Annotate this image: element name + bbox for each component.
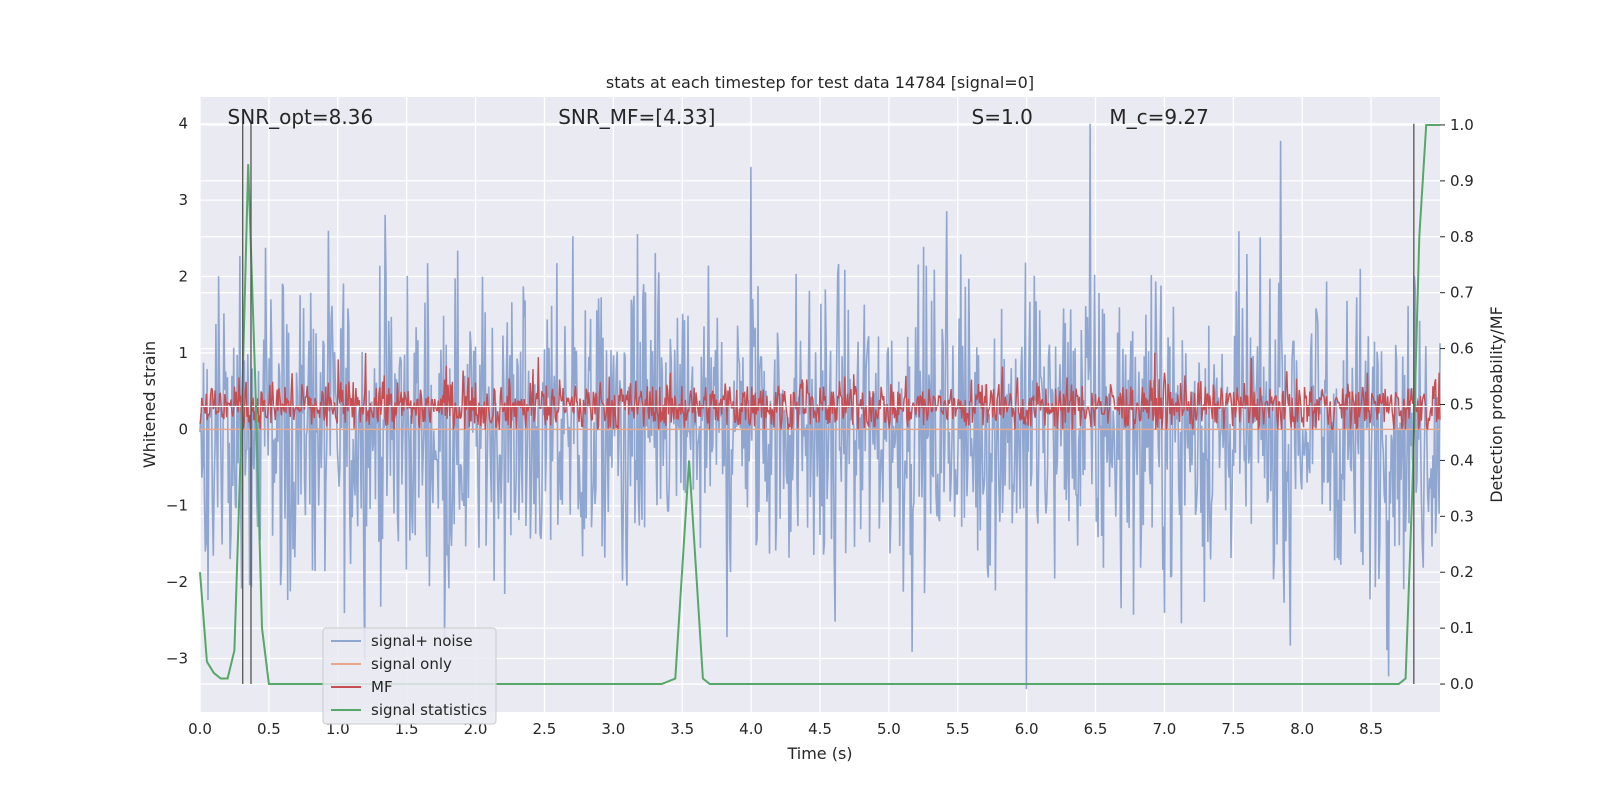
x-tick-label: 4.5 xyxy=(808,720,832,738)
legend-label-signal-noise: signal+ noise xyxy=(371,632,473,650)
legend-label-mf: MF xyxy=(371,678,393,696)
x-tick-label: 2.5 xyxy=(533,720,557,738)
y-tick-label: 4 xyxy=(178,115,188,133)
x-tick-label: 6.0 xyxy=(1015,720,1039,738)
x-tick-label: 3.5 xyxy=(670,720,694,738)
y-tick-label: −3 xyxy=(166,650,188,668)
x-tick-label: 3.0 xyxy=(601,720,625,738)
annotation-mc: M_c=9.27 xyxy=(1109,105,1209,129)
legend-label-signal-only: signal only xyxy=(371,655,452,673)
vertical-markers xyxy=(242,123,1415,685)
x-tick-label: 4.0 xyxy=(739,720,763,738)
axis-ticks: 0.0 0.5 1.0 1.5 2.0 2.5 3.0 3.5 4.0 4.5 5.0 5.5 6.0 6… xyxy=(166,115,1474,738)
y-tick-label: 3 xyxy=(178,191,188,209)
y-right-tick-label: 0.7 xyxy=(1450,284,1474,302)
x-tick-label: 5.0 xyxy=(877,720,901,738)
x-tick-label: 0.5 xyxy=(257,720,281,738)
x-axis-label: Time (s) xyxy=(786,744,852,763)
y-right-tick-label: 0.5 xyxy=(1450,396,1474,414)
legend-box xyxy=(322,627,497,725)
x-tick-label: 8.5 xyxy=(1359,720,1383,738)
y-tick-label: −2 xyxy=(166,573,188,591)
x-tick-label: 7.0 xyxy=(1153,720,1177,738)
annotation-snr-opt: SNR_opt=8.36 xyxy=(228,105,374,129)
signal-noise-line xyxy=(199,123,1441,690)
y-right-tick-label: 0.2 xyxy=(1450,563,1474,581)
y-right-tick-label: 0.1 xyxy=(1450,619,1474,637)
y-right-tick-label: 0.9 xyxy=(1450,172,1474,190)
annotation-s: S=1.0 xyxy=(972,105,1033,129)
series-mf xyxy=(199,352,1441,430)
series-signal-noise xyxy=(199,123,1441,690)
x-tick-label: 8.0 xyxy=(1290,720,1314,738)
x-tick-label: 5.5 xyxy=(946,720,970,738)
y-right-tick-label: 0.0 xyxy=(1450,675,1474,693)
y-tick-label: 0 xyxy=(178,420,188,438)
y-right-tick-label: 1.0 xyxy=(1450,116,1474,134)
annotation-snr-mf: SNR_MF=[4.33] xyxy=(558,105,715,129)
y-axis-label: Whitened strain xyxy=(140,341,159,468)
chart-title: stats at each timestep for test data 147… xyxy=(606,73,1034,92)
y-tick-label: 1 xyxy=(178,344,188,362)
y-tick-label: −1 xyxy=(166,497,188,515)
y-tick-label: 2 xyxy=(178,268,188,286)
legend: signal+ noise signal only MF signal stat… xyxy=(322,627,497,725)
y-right-tick-label: 0.4 xyxy=(1450,451,1474,469)
mf-line xyxy=(199,352,1441,430)
x-tick-label: 0.0 xyxy=(188,720,212,738)
y-right-tick-label: 0.6 xyxy=(1450,340,1474,358)
y-axis-right-label: Detection probability/MF xyxy=(1487,306,1506,503)
legend-label-signal-statistics: signal statistics xyxy=(371,701,487,719)
x-tick-label: 7.5 xyxy=(1221,720,1245,738)
x-tick-label: 6.5 xyxy=(1084,720,1108,738)
y-right-tick-label: 0.3 xyxy=(1450,507,1474,525)
y-right-tick-label: 0.8 xyxy=(1450,228,1474,246)
